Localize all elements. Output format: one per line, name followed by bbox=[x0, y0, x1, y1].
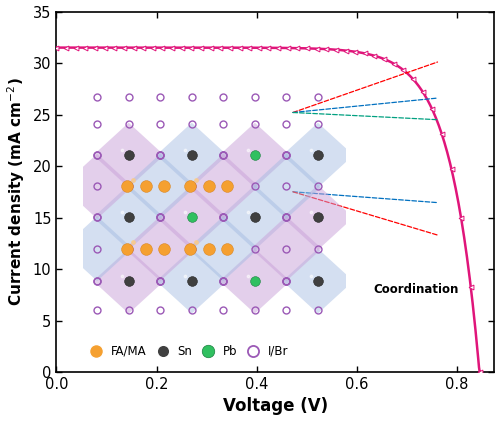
Y-axis label: Current density (mA cm$^{-2}$): Current density (mA cm$^{-2}$) bbox=[6, 77, 28, 306]
X-axis label: Voltage (V): Voltage (V) bbox=[223, 397, 328, 416]
Text: Coordination: Coordination bbox=[373, 282, 458, 296]
Legend: FA/MA, Sn, Pb, I/Br: FA/MA, Sn, Pb, I/Br bbox=[80, 340, 293, 362]
